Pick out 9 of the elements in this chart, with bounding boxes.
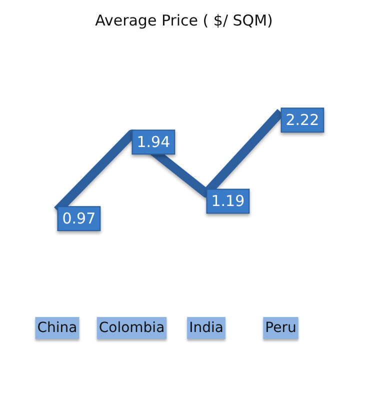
x-tick-label: India [189, 320, 224, 336]
chart-title: Average Price ( $/ SQM) [95, 12, 273, 30]
x-tick-label: China [37, 320, 78, 336]
data-label: 1.19 [211, 192, 245, 210]
data-label: 2.22 [286, 111, 320, 130]
x-tick-label: Peru [265, 320, 296, 336]
data-label: 1.94 [136, 133, 170, 152]
data-label: 0.97 [62, 210, 96, 228]
x-tick-label: Colombia [98, 320, 165, 336]
